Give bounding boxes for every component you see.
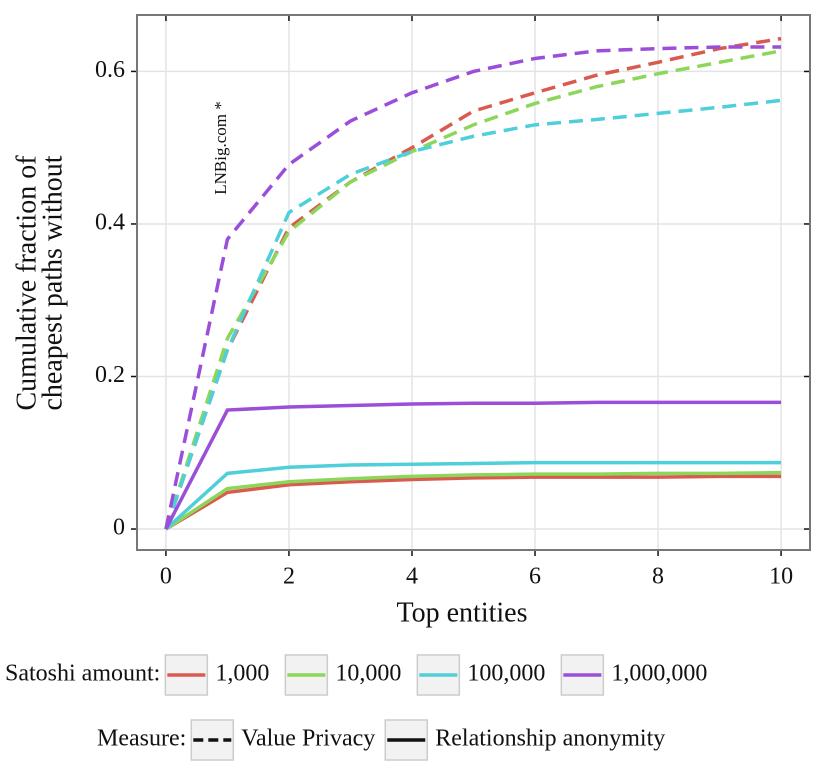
x-axis-label: Top entities: [396, 597, 527, 628]
legend-label: 100,000: [467, 661, 545, 687]
y-tick-label: 0.2: [95, 362, 125, 388]
x-tick-label: 4: [406, 564, 418, 590]
x-tick-label: 8: [652, 564, 664, 590]
series-line: [164, 45, 782, 530]
plot-panel: [137, 15, 810, 550]
grid: [137, 15, 810, 550]
y-tick-label: 0.6: [95, 57, 125, 83]
series-line: [164, 470, 782, 531]
series-line: [164, 400, 782, 530]
legend-label: 1,000,000: [611, 661, 707, 687]
legend-label: Relationship anonymity: [435, 726, 665, 752]
x-tick-label: 10: [769, 564, 793, 590]
annotation: LNBig.com *: [211, 101, 230, 195]
legend-label: 10,000: [335, 661, 401, 687]
series-line: [164, 49, 782, 530]
x-tick-label: 0: [160, 564, 172, 590]
plot-border: [136, 14, 811, 551]
y-tick-label: 0.4: [95, 209, 125, 235]
y-axis-label: Cumulative fraction of: [11, 155, 42, 411]
series-line: [164, 460, 782, 531]
series-line: [165, 474, 782, 531]
legend-title: Measure:: [97, 726, 186, 752]
series-line: [164, 98, 782, 530]
legend-label: Value Privacy: [241, 726, 375, 752]
y-tick-label: 0: [113, 515, 125, 541]
legend-title: Satoshi amount:: [5, 661, 160, 687]
x-tick-label: 6: [529, 564, 541, 590]
y-axis-label: cheapest paths without: [37, 155, 68, 410]
x-tick-label: 2: [283, 564, 295, 590]
series-line: [164, 36, 782, 530]
legend-label: 1,000: [215, 661, 269, 687]
